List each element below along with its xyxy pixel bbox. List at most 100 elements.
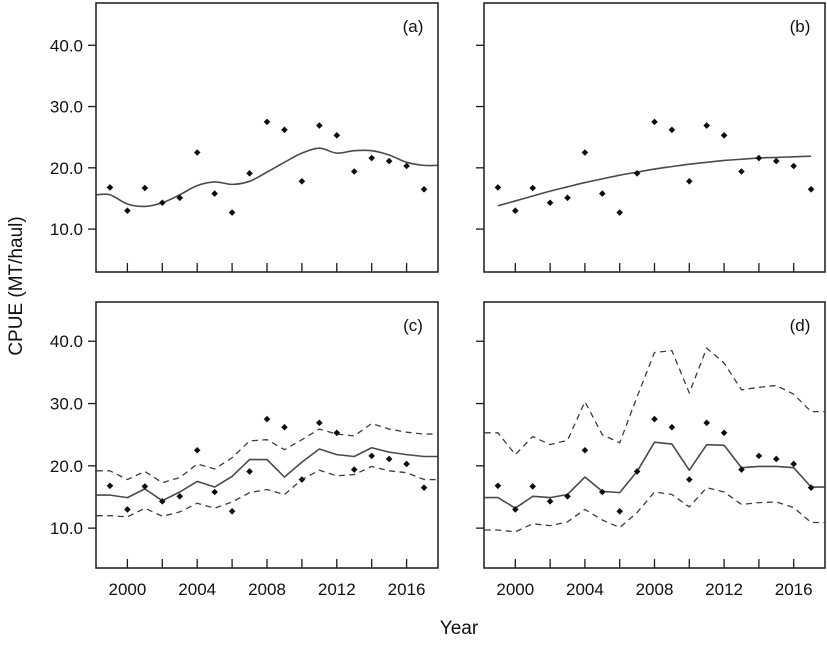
panel-c-upper-ci-line: [96, 422, 438, 484]
x-tick-label: 2004: [566, 580, 604, 599]
data-point-diamond: [385, 157, 393, 165]
y-tick-label: 30.0: [50, 395, 83, 414]
x-axis-title: Year: [440, 618, 479, 639]
data-point-diamond: [246, 468, 253, 475]
data-point-diamond: [298, 178, 306, 185]
panel-c-lower-ci-line: [96, 465, 438, 518]
panel-d-lower-ci-line: [484, 486, 825, 533]
data-point-diamond: [686, 178, 693, 185]
data-point-diamond: [581, 149, 589, 156]
data-point-diamond: [159, 199, 166, 207]
panel-d-standardized-fit-line: [484, 441, 825, 509]
data-point-diamond: [141, 483, 149, 490]
x-tick-label: 2012: [705, 580, 743, 599]
data-point-diamond: [228, 508, 236, 515]
panel-a-smoother-fit-line: [96, 147, 438, 208]
data-point-diamond: [529, 184, 537, 192]
x-tick-label: 2012: [318, 580, 356, 599]
data-point-diamond: [368, 154, 375, 162]
data-point-diamond: [281, 126, 288, 134]
data-point-diamond: [316, 419, 323, 427]
y-tick-label: 10.0: [50, 519, 83, 538]
data-point-diamond: [141, 184, 149, 192]
data-point-diamond: [512, 207, 519, 215]
data-point-diamond: [124, 506, 131, 513]
data-point-diamond: [176, 493, 184, 500]
data-point-diamond: [616, 508, 623, 515]
panel-c-observed-points: [106, 415, 428, 515]
data-point-diamond: [546, 199, 554, 207]
panels-group: 10.0 20.0 30.0 40.0 (a) (b) 10.0 20.0 30.0 40.0 20…: [50, 2, 826, 599]
data-point-diamond: [633, 468, 641, 475]
data-point-diamond: [263, 415, 271, 423]
data-point-diamond: [298, 476, 306, 483]
data-point-diamond: [211, 190, 218, 197]
data-point-diamond: [316, 122, 323, 129]
panel-d-upper-ci-line: [484, 347, 825, 456]
data-point-diamond: [193, 446, 201, 454]
data-point-diamond: [368, 452, 375, 460]
panel-a: 10.0 20.0 30.0 40.0 (a): [50, 2, 439, 273]
data-point-diamond: [193, 149, 201, 156]
data-point-diamond: [633, 170, 641, 177]
data-point-diamond: [703, 122, 710, 129]
data-point-diamond: [512, 506, 519, 513]
data-point-diamond: [790, 460, 797, 468]
x-tick-label: 2016: [775, 580, 813, 599]
data-point-diamond: [350, 466, 358, 473]
data-point-diamond: [106, 482, 114, 490]
data-point-diamond: [738, 168, 745, 175]
data-point-diamond: [211, 488, 218, 496]
panel-b-observed-points: [494, 118, 815, 216]
data-point-diamond: [772, 455, 780, 463]
data-point-diamond: [686, 476, 693, 483]
data-point-diamond: [494, 184, 502, 191]
data-point-diamond: [385, 455, 393, 463]
panel-d-observed-points: [494, 415, 815, 515]
data-point-diamond: [228, 209, 236, 216]
data-point-diamond: [755, 154, 763, 162]
panel-b: (b): [476, 2, 826, 273]
panel-a-observed-points: [106, 118, 428, 216]
x-tick-label: 2000: [108, 580, 146, 599]
data-point-diamond: [755, 452, 763, 460]
data-point-diamond: [106, 184, 114, 191]
data-point-diamond: [403, 162, 410, 170]
data-point-diamond: [720, 429, 728, 437]
panel-letter-c: (c): [403, 316, 423, 335]
data-point-diamond: [616, 209, 623, 216]
data-point-diamond: [668, 423, 676, 431]
y-tick-label: 20.0: [50, 159, 83, 178]
data-point-diamond: [176, 194, 184, 202]
data-point-diamond: [403, 460, 410, 468]
data-point-diamond: [420, 484, 428, 491]
data-point-diamond: [420, 185, 428, 193]
data-point-diamond: [720, 132, 728, 139]
y-tick-label: 40.0: [50, 332, 83, 351]
x-tick-label: 2008: [636, 580, 674, 599]
x-tick-label: 2016: [388, 580, 426, 599]
data-point-diamond: [246, 170, 253, 177]
data-point-diamond: [564, 194, 571, 202]
y-tick-label: 10.0: [50, 220, 83, 239]
panel-c-standardized-fit-line: [96, 446, 438, 502]
data-point-diamond: [807, 484, 815, 491]
y-tick-label: 30.0: [50, 98, 83, 117]
data-point-diamond: [263, 118, 271, 126]
data-point-diamond: [546, 498, 554, 505]
y-axis-title: CPUE (MT/haul): [6, 216, 27, 355]
panel-letter-d: (d): [790, 316, 811, 335]
data-point-diamond: [529, 483, 537, 490]
data-point-diamond: [703, 419, 710, 427]
data-point-diamond: [651, 118, 658, 126]
panel-d: 2000 2004 2008 2012 2016 (d): [476, 301, 826, 599]
data-point-diamond: [159, 498, 166, 505]
y-tick-label: 20.0: [50, 457, 83, 476]
data-point-diamond: [790, 162, 797, 170]
x-tick-label: 2000: [496, 580, 534, 599]
x-tick-label: 2008: [248, 580, 286, 599]
data-point-diamond: [807, 185, 815, 193]
